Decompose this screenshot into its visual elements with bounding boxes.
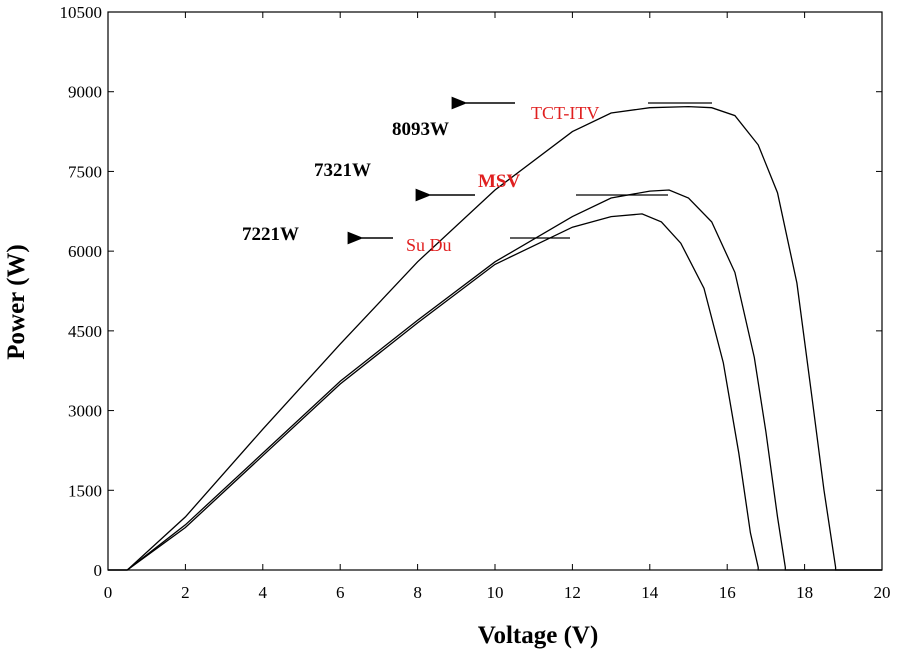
peak-power-label-su-du: 7221W (242, 224, 299, 245)
peak-power-label-msv: 7321W (314, 160, 371, 181)
y-tick-label: 3000 (68, 402, 102, 421)
x-tick-label: 12 (564, 583, 581, 602)
x-tick-label: 20 (874, 583, 891, 602)
y-tick-label: 10500 (60, 3, 103, 22)
y-tick-label: 1500 (68, 481, 102, 500)
series-label-tct-itv: TCT-ITV (531, 103, 599, 123)
x-tick-label: 14 (641, 583, 659, 602)
x-axis-title: Voltage (V) (478, 622, 599, 649)
x-tick-label: 16 (719, 583, 736, 602)
x-tick-label: 2 (181, 583, 190, 602)
x-tick-label: 4 (259, 583, 268, 602)
y-axis-title: Power (W) (3, 244, 30, 359)
series-label-su-du: Su Du (406, 235, 452, 255)
y-tick-label: 4500 (68, 322, 102, 341)
curve-su-du (108, 213, 882, 571)
curves (108, 105, 882, 571)
axes: 0 2 4 6 8 10 12 14 16 18 20 0 1500 3000 4500 6000 7500 90… (60, 3, 891, 602)
y-tick-label: 0 (94, 561, 103, 580)
x-tick-label: 10 (487, 583, 504, 602)
curve-tct-itv (108, 105, 882, 571)
series-label-msv: MSV (478, 171, 521, 192)
x-tick-label: 6 (336, 583, 345, 602)
peak-power-label-tct-itv: 8093W (392, 119, 449, 140)
y-tick-label: 7500 (68, 162, 102, 181)
annotations: 8093W TCT-ITV 7321W MSV 7221W Su Du (242, 96, 712, 255)
x-tick-label: 18 (796, 583, 813, 602)
y-tick-label: 6000 (68, 242, 102, 261)
curve-msv (108, 189, 882, 571)
x-tick-label: 8 (413, 583, 422, 602)
x-tick-label: 0 (104, 583, 113, 602)
y-tick-label: 9000 (68, 83, 102, 102)
